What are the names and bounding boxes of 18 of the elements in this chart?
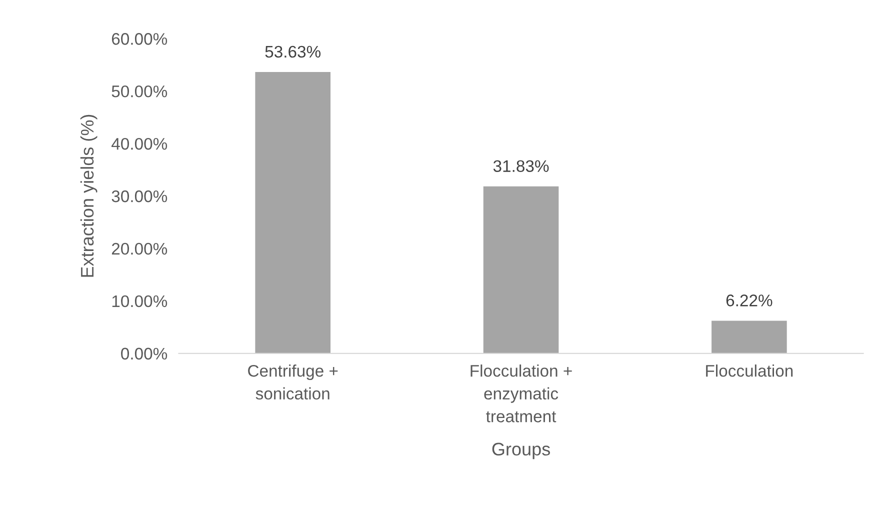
data-label: 31.83% (493, 160, 549, 172)
bar (255, 72, 330, 354)
y-tick-label: 40.00% (112, 138, 168, 150)
data-label: 6.22% (726, 294, 772, 306)
bar (483, 186, 559, 354)
data-label: 53.63% (265, 46, 321, 58)
y-axis-title: Extraction yields (%) (80, 114, 98, 277)
x-tick-label: Flocculation (706, 364, 793, 377)
x-tick-label: Flocculation + enzymatic treatment (470, 364, 572, 422)
y-tick-label: 30.00% (112, 190, 168, 202)
bar (712, 320, 787, 354)
y-tick-label: 10.00% (112, 295, 168, 308)
y-tick-label: 20.00% (112, 242, 168, 255)
x-tick-label: Centrifuge + sonication (248, 364, 338, 400)
y-tick-label: 50.00% (112, 85, 168, 98)
x-axis-title: Groups (492, 442, 550, 460)
y-tick-label: 60.00% (112, 33, 168, 45)
y-tick-label: 0.00% (121, 348, 168, 360)
